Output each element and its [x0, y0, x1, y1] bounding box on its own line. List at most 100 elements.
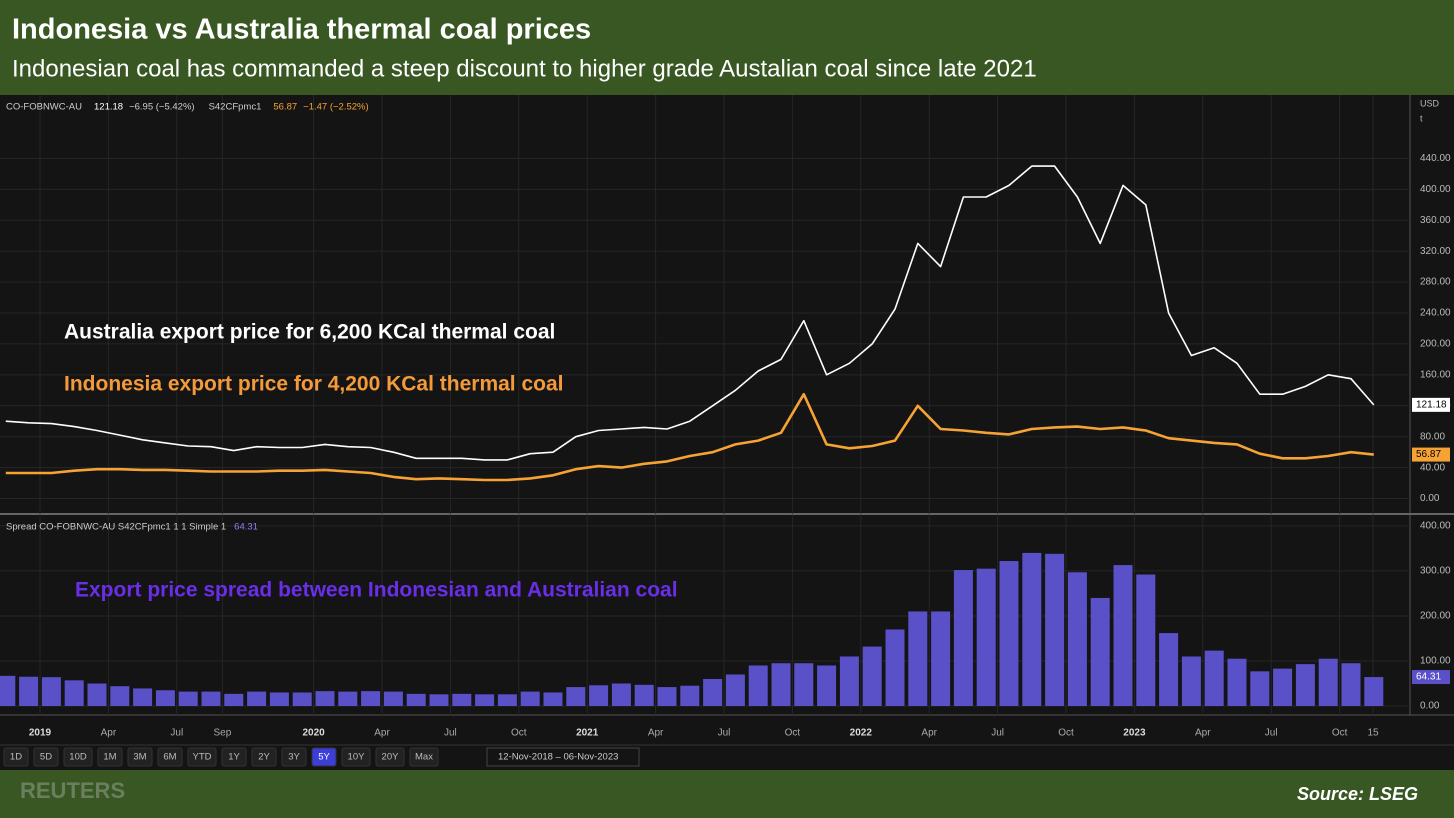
- spread-bar: [19, 676, 39, 706]
- spread-bar: [1273, 668, 1293, 706]
- spread-bar: [41, 677, 61, 706]
- range-button-label[interactable]: 5D: [40, 752, 52, 763]
- range-button[interactable]: [97, 747, 123, 767]
- spread-bar: [406, 693, 426, 706]
- series-change: −1.47 (−2.52%): [303, 102, 369, 113]
- y-tick-label: 440.00: [1420, 153, 1451, 164]
- annotation: Indonesia export price for 4,200 KCal th…: [64, 373, 564, 396]
- range-button-label[interactable]: 3M: [133, 752, 146, 763]
- spread-bar: [429, 694, 449, 706]
- price-line: [5, 392, 1374, 482]
- range-button[interactable]: [127, 747, 153, 767]
- range-button[interactable]: [63, 747, 93, 767]
- series-last: 121.18: [94, 102, 123, 113]
- subtitle: Indonesian coal has commanded a steep di…: [12, 55, 1037, 82]
- y-tick-label: 400.00: [1420, 184, 1451, 195]
- spread-bar: [885, 629, 905, 706]
- y-tick-label: 0.00: [1420, 493, 1440, 504]
- spread-bar: [634, 684, 654, 706]
- spread-bar: [452, 693, 472, 706]
- range-button-label[interactable]: 20Y: [382, 752, 400, 763]
- range-button[interactable]: [187, 747, 217, 767]
- y-tick-label: 360.00: [1420, 215, 1451, 226]
- series-name: CO-FOBNWC-AU: [6, 102, 82, 113]
- range-button-label[interactable]: 10Y: [348, 752, 366, 763]
- range-button[interactable]: [251, 747, 277, 767]
- spread-bar: [1113, 565, 1133, 706]
- unit: t: [1420, 113, 1423, 123]
- x-tick-label: Apr: [1195, 728, 1211, 739]
- spread-bar: [703, 678, 723, 706]
- spread-bar: [566, 687, 586, 706]
- x-tick-label: Oct: [511, 728, 527, 739]
- range-button-label[interactable]: YTD: [193, 752, 212, 763]
- spread-bar: [657, 687, 677, 706]
- spread-bar: [1341, 663, 1361, 706]
- spread-bar: [110, 686, 130, 706]
- range-button-label[interactable]: 3Y: [288, 752, 300, 763]
- range-button-label[interactable]: 5Y: [318, 752, 330, 763]
- x-tick-label: Apr: [648, 728, 664, 739]
- date-range[interactable]: 12-Nov-2018 – 06-Nov-2023: [498, 752, 618, 763]
- spread-bar: [292, 692, 312, 706]
- spread-bar: [1159, 633, 1179, 706]
- spread-bar: [611, 683, 631, 706]
- last-value-box: [1412, 397, 1450, 412]
- spread-bar: [178, 691, 198, 706]
- range-button[interactable]: [375, 747, 405, 767]
- spread-bar: [1045, 553, 1065, 706]
- spread-bar: [1022, 552, 1042, 706]
- spread-bar: [1090, 597, 1110, 706]
- x-tick-label: 15: [1367, 728, 1379, 739]
- spread-bar: [999, 561, 1019, 706]
- x-tick-label: Jul: [444, 728, 457, 739]
- spread-bar: [64, 680, 84, 706]
- range-button[interactable]: [33, 747, 59, 767]
- range-button[interactable]: [409, 747, 439, 767]
- spread-bar: [315, 691, 335, 706]
- x-tick-label: 2023: [1123, 728, 1146, 739]
- date-range-box[interactable]: [486, 747, 640, 767]
- last-value-box: [1412, 670, 1450, 685]
- range-button[interactable]: [281, 747, 307, 767]
- spread-bar: [1204, 650, 1224, 706]
- spread-bar: [1067, 572, 1087, 706]
- spread-bar: [497, 694, 517, 706]
- source: Source: LSEG: [1297, 784, 1418, 804]
- x-tick-label: Apr: [101, 728, 117, 739]
- range-button-label[interactable]: 6M: [163, 752, 176, 763]
- range-button-label[interactable]: 2Y: [258, 752, 270, 763]
- spread-bar: [87, 683, 107, 706]
- spread-bar: [338, 691, 358, 706]
- spread-bar: [1295, 664, 1315, 706]
- x-tick-label: Sep: [214, 728, 232, 739]
- range-button[interactable]: [221, 747, 247, 767]
- x-tick-label: 2022: [850, 728, 873, 739]
- last-value-label: 64.31: [1416, 672, 1441, 683]
- range-button-label[interactable]: 1D: [10, 752, 22, 763]
- annotation: Export price spread between Indonesian a…: [75, 579, 678, 602]
- y-tick-label: 320.00: [1420, 246, 1451, 257]
- y-tick-label: 240.00: [1420, 308, 1451, 319]
- spread-bar: [361, 691, 381, 706]
- spread-bar: [931, 611, 951, 706]
- spread-bar: [1250, 671, 1270, 706]
- range-button[interactable]: [311, 747, 337, 767]
- series-last: 56.87: [273, 102, 297, 113]
- series-change: −6.95 (−5.42%): [129, 102, 195, 113]
- range-button-label[interactable]: Max: [415, 752, 433, 763]
- range-button-label[interactable]: 1M: [103, 752, 116, 763]
- range-button-label[interactable]: 10D: [69, 752, 87, 763]
- range-button-label[interactable]: 1Y: [228, 752, 240, 763]
- series-name: Spread CO-FOBNWC-AU S42CFpmc1 1 1 Simple…: [6, 522, 226, 533]
- spread-bar: [543, 692, 563, 706]
- logo: REUTERS: [20, 778, 125, 803]
- series-last: 64.31: [234, 522, 258, 533]
- y-tick-label: 400.00: [1420, 521, 1451, 532]
- x-tick-label: Oct: [1058, 728, 1074, 739]
- range-button[interactable]: [3, 747, 29, 767]
- range-button[interactable]: [157, 747, 183, 767]
- last-value-box: [1412, 447, 1450, 462]
- range-button[interactable]: [341, 747, 371, 767]
